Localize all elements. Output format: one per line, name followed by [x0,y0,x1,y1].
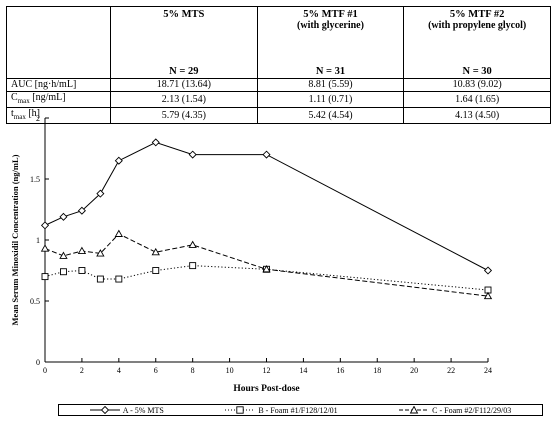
legend-label: C - Foam #2/F112/29/03 [432,405,512,415]
data-point-diamond [188,150,197,159]
header-col-mtf2: 5% MTF #2 (with propylene glycol) N = 30 [403,6,551,79]
data-point-square [96,275,104,283]
col-subtitle: (with glycerine) [297,20,364,31]
data-point-square [78,267,86,274]
data-point-diamond [96,189,105,198]
table-cell: 2.13 (1.54) [110,91,258,108]
col-n: N = 29 [169,66,199,77]
col-title: 5% MTF #2 [449,9,505,20]
legend-item-a: A - 5% MTS [89,405,164,415]
data-point-triangle [77,246,87,255]
col-title: 5% MTF #1 [303,9,358,20]
table-cell: 1.11 (0.71) [256,91,405,108]
table-cell: 1.64 (1.65) [403,91,551,108]
pk-parameters-table: 5% MTS N = 29 5% MTF #1 (with glycerine) … [6,6,551,124]
table-row: Cmax [ng/mL] 2.13 (1.54) 1.11 (0.71) 1.6… [6,91,551,108]
diamond-marker-icon [89,406,120,414]
y-tick-label: 0.5 [30,297,40,306]
x-axis-title: Hours Post-dose [233,384,299,394]
x-tick-label: 24 [484,366,492,375]
data-point-triangle [262,264,271,273]
y-tick-label: 0 [36,358,40,367]
table-cell: 4.13 (4.50) [403,107,551,124]
table-row: AUC [ng·h/mL] 18.71 (13.64) 8.81 (5.59) … [6,78,551,92]
col-title: 5% MTS [163,9,205,20]
data-point-triangle [114,229,124,237]
data-point-square [41,273,49,281]
table-cell: 18.71 (13.64) [110,78,258,92]
data-point-diamond [262,150,271,159]
row-label-auc: AUC [ng·h/mL] [6,78,111,92]
x-tick-label: 2 [80,366,84,375]
data-point-triangle [96,249,105,257]
triangle-marker-icon [399,406,430,414]
x-tick-label: 16 [336,366,344,375]
x-tick-label: 20 [410,366,418,375]
y-axis-title: Mean Serum Minoxidil Concentration (ng/m… [10,154,20,325]
data-point-diamond [151,138,160,147]
col-n: N = 31 [315,66,346,77]
data-point-diamond [40,221,50,230]
x-tick-label: 0 [43,366,47,375]
data-point-triangle [40,244,50,252]
series-line-a-5-mts [44,141,489,271]
data-point-diamond [59,212,68,221]
y-tick-label: 1.5 [30,175,40,184]
data-point-triangle [188,240,197,248]
data-point-triangle [151,247,160,256]
x-tick-label: 10 [226,366,234,375]
col-subtitle: (with propylene glycol) [428,20,527,31]
row-label-tmax: tmax [h] [6,107,111,124]
legend-item-b: B - Foam #1/F128/12/01 [225,405,338,415]
x-tick-label: 6 [154,366,158,375]
table-cell: 5.79 (4.35) [110,107,258,124]
x-tick-label: 22 [447,366,455,375]
data-point-square [189,262,197,270]
x-tick-label: 4 [117,366,121,375]
table-row: tmax [h] 5.79 (4.35) 5.42 (4.54) 4.13 (4… [6,107,551,124]
chart-legend: A - 5% MTS B - Foam #1/F128/12/01 C - Fo… [58,404,543,416]
y-tick-label: 2 [36,114,40,123]
header-col-mts: 5% MTS N = 29 [110,6,258,79]
data-point-diamond [77,206,86,215]
x-tick-label: 18 [373,366,381,375]
header-col-mtf1: 5% MTF #1 (with glycerine) N = 31 [256,6,405,79]
table-header-row: 5% MTS N = 29 5% MTF #1 (with glycerine) … [6,6,551,79]
square-marker-icon [225,406,256,414]
data-point-square [60,268,67,276]
row-label-cmax: Cmax [ng/mL] [6,91,111,108]
data-point-square [115,275,123,283]
data-point-square [152,267,160,274]
data-point-diamond [483,266,493,275]
legend-label: A - 5% MTS [122,405,164,415]
x-tick-label: 14 [299,366,307,375]
header-blank-cell [6,6,111,79]
legend-item-c: C - Foam #2/F112/29/03 [399,406,511,415]
data-point-diamond [114,156,123,165]
series-line-b-foam-1-f128-12-01 [44,265,489,291]
table-cell: 5.42 (4.54) [256,107,405,124]
data-point-triangle [59,251,68,259]
table-cell: 8.81 (5.59) [256,78,405,92]
x-tick-label: 8 [191,366,195,375]
col-n: N = 30 [462,66,492,77]
y-tick-label: 1 [36,236,40,245]
data-point-triangle [483,291,493,300]
x-tick-label: 12 [263,366,271,375]
table-cell: 10.83 (9.02) [403,78,551,92]
legend-label: B - Foam #1/F128/12/01 [258,405,338,415]
